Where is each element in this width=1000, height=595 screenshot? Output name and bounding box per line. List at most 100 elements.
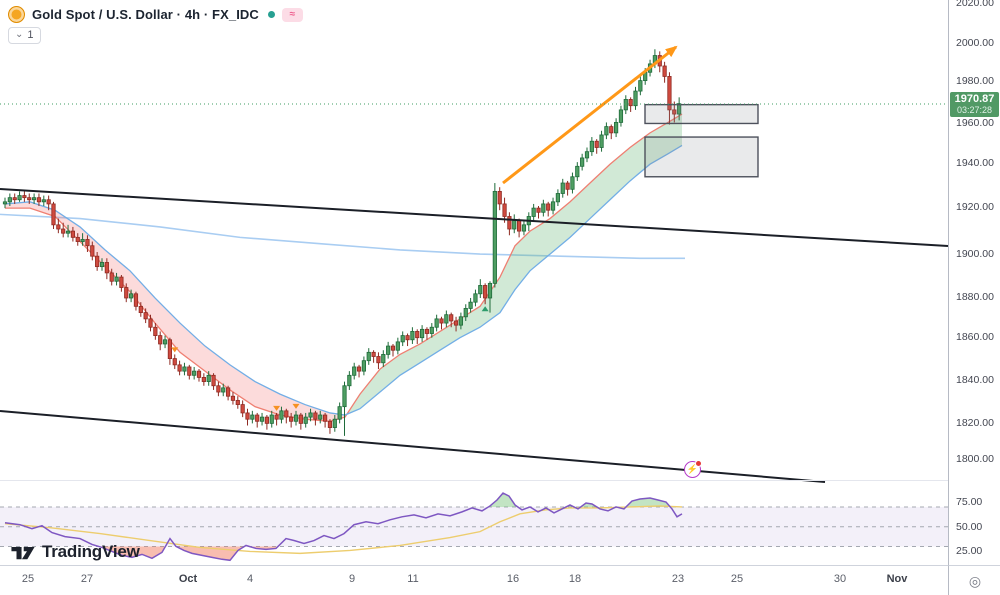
price-scale[interactable]: 1970.87 03:27:28 2020.00 2000.00 1980.00 19… <box>948 0 1000 565</box>
indicators-collapse-button[interactable]: ⌄ 1 <box>8 27 41 44</box>
candle-body <box>458 316 464 326</box>
candle-body <box>240 404 245 414</box>
candle-body <box>12 197 17 201</box>
tradingview-mark-icon <box>11 546 35 560</box>
time-axis-label: 27 <box>80 573 94 585</box>
candle-body <box>560 182 565 194</box>
candle-body <box>269 414 274 424</box>
lightning-event-icon[interactable]: ⚡ <box>684 460 702 478</box>
candle-body <box>187 366 192 376</box>
candle-body <box>114 276 119 282</box>
sell-signal-icon <box>171 347 179 353</box>
candle-body <box>279 410 284 420</box>
price-axis-label: 1860.00 <box>956 331 994 343</box>
candle-body <box>492 190 497 284</box>
candle-body <box>90 245 95 257</box>
candle-body <box>99 262 105 268</box>
trendline[interactable] <box>0 410 826 483</box>
candle-body <box>677 103 682 115</box>
realtime-status-dot[interactable] <box>267 11 275 18</box>
scale-settings-icon: ◎ <box>968 572 982 589</box>
candle-body <box>633 90 638 107</box>
price-axis-label: 1920.00 <box>956 201 994 213</box>
candle-body <box>594 140 599 148</box>
time-axis-label: 25 <box>21 573 35 585</box>
supply-zone-rect[interactable] <box>644 136 759 178</box>
candle-body <box>2 201 8 205</box>
price-axis-label: 1960.00 <box>956 117 994 129</box>
candle-body <box>614 122 619 134</box>
candle-body <box>512 220 517 230</box>
trendline[interactable] <box>0 188 948 247</box>
candle-body <box>589 140 594 153</box>
candle-body <box>133 293 139 307</box>
projection-arrow[interactable] <box>502 45 678 185</box>
ribbon-fast-line <box>5 113 683 422</box>
last-price-value: 1970.87 <box>954 93 995 105</box>
candle-body <box>303 416 308 424</box>
ribbon-fill <box>570 183 590 238</box>
candle-body <box>507 216 512 230</box>
price-axis-label: 1820.00 <box>956 417 994 429</box>
candle-body <box>298 414 303 424</box>
candle-body <box>259 416 265 422</box>
price-axis-label: 1880.00 <box>956 291 994 303</box>
candle-body <box>449 314 454 322</box>
symbol-header: Gold Spot / U.S. Dollar · 4h · FX_IDC ≈ <box>8 6 303 23</box>
candle-body <box>235 399 240 405</box>
candle-body <box>517 220 522 232</box>
tradingview-logo[interactable]: TradingView <box>10 541 140 563</box>
candle-body <box>95 255 100 268</box>
candle-body <box>255 414 260 422</box>
chart-canvas[interactable] <box>0 0 948 565</box>
candle-body <box>22 195 27 199</box>
candle-body <box>366 351 371 362</box>
delayed-data-badge[interactable]: ≈ <box>281 7 303 22</box>
candle-body <box>410 331 415 341</box>
candle-body <box>177 364 182 372</box>
candle-body <box>32 197 37 201</box>
time-axis-label: Oct <box>178 573 198 585</box>
candle-body <box>274 414 279 420</box>
candle-body <box>56 224 61 230</box>
candle-body <box>638 80 643 92</box>
candle-body <box>390 345 396 351</box>
candle-body <box>221 387 226 393</box>
candle-body <box>41 199 46 203</box>
pane-divider[interactable] <box>0 480 1000 481</box>
candle-body <box>65 230 71 234</box>
indicators-count: 1 <box>27 29 34 41</box>
candle-body <box>546 203 551 211</box>
rsi-line <box>4 492 683 562</box>
candle-body <box>201 376 206 382</box>
supply-zone-rect[interactable] <box>644 103 759 125</box>
candle-body <box>531 207 536 217</box>
time-axis-label: 30 <box>833 573 847 585</box>
candle-body <box>371 351 376 357</box>
ribbon-fill <box>380 354 400 393</box>
ribbon-fill <box>500 245 515 313</box>
ribbon-fill <box>30 201 55 217</box>
chevron-down-icon: ⌄ <box>15 29 24 40</box>
ribbon-fill <box>650 122 668 165</box>
candle-body <box>444 314 449 324</box>
candle-body <box>162 339 168 345</box>
symbol-title[interactable]: Gold Spot / U.S. Dollar · 4h · FX_IDC <box>32 7 259 22</box>
price-axis-label: 1980.00 <box>956 75 994 87</box>
time-axis-label: 4 <box>246 573 254 585</box>
candle-body <box>555 193 561 203</box>
candle-body <box>153 326 158 336</box>
tradingview-logo-text: TradingView <box>42 542 140 561</box>
scale-settings-corner[interactable]: ◎ <box>948 565 1000 595</box>
price-axis-label: 1940.00 <box>956 157 994 169</box>
candle-body <box>128 293 134 299</box>
ribbon-fill <box>460 306 480 338</box>
time-scale[interactable]: 25 27 Oct 4 9 11 16 18 23 25 30 Nov <box>0 565 948 595</box>
candle-body <box>550 201 556 211</box>
price-axis-label: 1840.00 <box>956 374 994 386</box>
time-axis-label: Nov <box>886 573 908 585</box>
candle-body <box>143 312 148 320</box>
candle-body <box>284 410 289 418</box>
candle-body <box>119 276 124 288</box>
